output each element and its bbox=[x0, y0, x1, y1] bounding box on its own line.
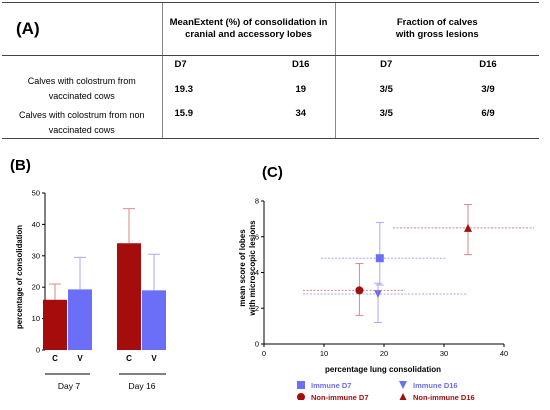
y-axis-title: percentage of consolidation bbox=[15, 225, 24, 329]
legend-marker bbox=[297, 393, 305, 400]
bar-v-day7 bbox=[68, 289, 92, 350]
table-row: Calves with colostrum from vaccinated co… bbox=[2, 72, 539, 106]
y-tick-label: 0 bbox=[255, 340, 259, 349]
legend-label: Immune D7 bbox=[311, 381, 351, 390]
panel-c-label: (C) bbox=[262, 164, 283, 181]
legend-label: Non-immune D16 bbox=[413, 393, 475, 400]
table-cell: 6/9 bbox=[437, 106, 540, 139]
y-tick-label: 10 bbox=[32, 314, 40, 323]
fraction-header-line1: Fraction of calves bbox=[396, 17, 478, 28]
y-tick-label: 8 bbox=[255, 197, 259, 206]
x-tick-label: C bbox=[52, 354, 58, 363]
legend-marker bbox=[399, 381, 407, 389]
panel-b-bar-chart: (B) percentage of consolidation 0 10 20 30 4… bbox=[10, 157, 166, 391]
table-cell: 3/5 bbox=[334, 106, 437, 139]
x-tick-label: 0 bbox=[262, 349, 266, 358]
row-label-line2: vaccinated cows bbox=[48, 125, 115, 135]
bar-v-day16 bbox=[142, 290, 166, 350]
x-tick-label: C bbox=[126, 354, 132, 363]
point-immune-d16 bbox=[374, 289, 382, 298]
data-points bbox=[303, 204, 534, 324]
table-cell: 19 bbox=[295, 83, 307, 95]
subheader-fraction-d7: D7 bbox=[334, 55, 437, 72]
x-tick-label: 10 bbox=[320, 349, 328, 358]
panel-c-scatter-chart: (C) mean score of lobes with microscopic… bbox=[238, 164, 534, 400]
legend-marker bbox=[399, 393, 407, 400]
row-label-line1: Calves with colostrum from bbox=[27, 76, 136, 86]
consolidation-table: (A) MeanExtent (%) of consolidation in c… bbox=[2, 2, 540, 139]
point-immune-d7 bbox=[375, 254, 384, 263]
x-axis-label: percentage lung consolidation bbox=[325, 365, 441, 374]
row-label: Calves with colostrum from vaccinated co… bbox=[2, 72, 162, 106]
x-tick-label: V bbox=[77, 354, 83, 363]
y-tick-label: 40 bbox=[32, 220, 40, 229]
table-cell: 34 bbox=[267, 106, 335, 139]
y-tick-label: 2 bbox=[255, 304, 259, 313]
fraction-header: Fraction of calves with gross lesions bbox=[334, 2, 540, 56]
extent-header-line2: cranial and accessory lobes bbox=[185, 29, 312, 40]
bars bbox=[43, 208, 166, 350]
y-tick-label: 0 bbox=[36, 346, 40, 355]
table-cell: 3/5 bbox=[334, 72, 437, 106]
panel-b-label: (B) bbox=[10, 157, 31, 174]
subheader-extent-d7: D7 bbox=[161, 55, 267, 72]
legend-marker bbox=[297, 381, 305, 389]
y-tick-label: 20 bbox=[32, 283, 40, 292]
y-axis-title: mean score of lobes with microscopic les… bbox=[238, 220, 257, 317]
table-cell: 19.3 bbox=[161, 72, 267, 106]
subheader-fraction-d16: D16 bbox=[479, 58, 497, 70]
y-tick-label: 4 bbox=[255, 268, 259, 277]
extent-header: MeanExtent (%) of consolidation in crani… bbox=[161, 2, 335, 56]
bar-c-day7 bbox=[43, 299, 67, 350]
legend: Immune D7 Immune D16 Non-immune D7 Non-immu… bbox=[297, 381, 475, 400]
group-label-day16: Day 16 bbox=[129, 381, 156, 391]
y-axis-label-line2: with microscopic lesions bbox=[248, 220, 257, 317]
legend-label: Immune D16 bbox=[413, 381, 458, 390]
x-tick-label: 30 bbox=[440, 349, 448, 358]
y-axis-label-line1: mean score of lobes bbox=[238, 229, 247, 307]
row-label-line1: Calves with colostrum from non bbox=[18, 110, 145, 120]
bar-c-day16 bbox=[117, 243, 141, 350]
x-tick-label: V bbox=[151, 354, 157, 363]
panel-a-table-container: (A) MeanExtent (%) of consolidation in c… bbox=[2, 2, 540, 139]
y-axis-label: percentage of consolidation bbox=[15, 225, 24, 329]
y-tick-label: 50 bbox=[32, 189, 40, 198]
row-label-line2: vaccinated cows bbox=[48, 91, 115, 101]
row-label: Calves with colostrum from non vaccinate… bbox=[2, 106, 162, 139]
axes: 0 2 4 6 8 0 10 20 30 40 bbox=[255, 197, 508, 359]
x-tick-label: 40 bbox=[500, 349, 508, 358]
panel-a-label: (A) bbox=[2, 2, 162, 56]
x-tick-label: 20 bbox=[380, 349, 388, 358]
extent-header-line1: MeanExtent (%) of consolidation in bbox=[169, 17, 328, 28]
point-non-immune-d7 bbox=[355, 286, 364, 295]
y-tick-label: 6 bbox=[255, 232, 259, 241]
subheader-extent-d16: D16 bbox=[292, 58, 310, 70]
y-axis: 0 10 20 30 40 50 bbox=[32, 189, 46, 355]
y-tick-label: 30 bbox=[32, 251, 40, 260]
group-label-day7: Day 7 bbox=[58, 381, 80, 391]
table-cell: 3/9 bbox=[481, 83, 495, 95]
point-non-immune-d16 bbox=[464, 223, 472, 232]
legend-label: Non-immune D7 bbox=[311, 393, 369, 400]
table-row: Calves with colostrum from non vaccinate… bbox=[2, 106, 540, 139]
fraction-header-line2: with gross lesions bbox=[395, 29, 479, 40]
table-cell: 15.9 bbox=[161, 106, 267, 139]
